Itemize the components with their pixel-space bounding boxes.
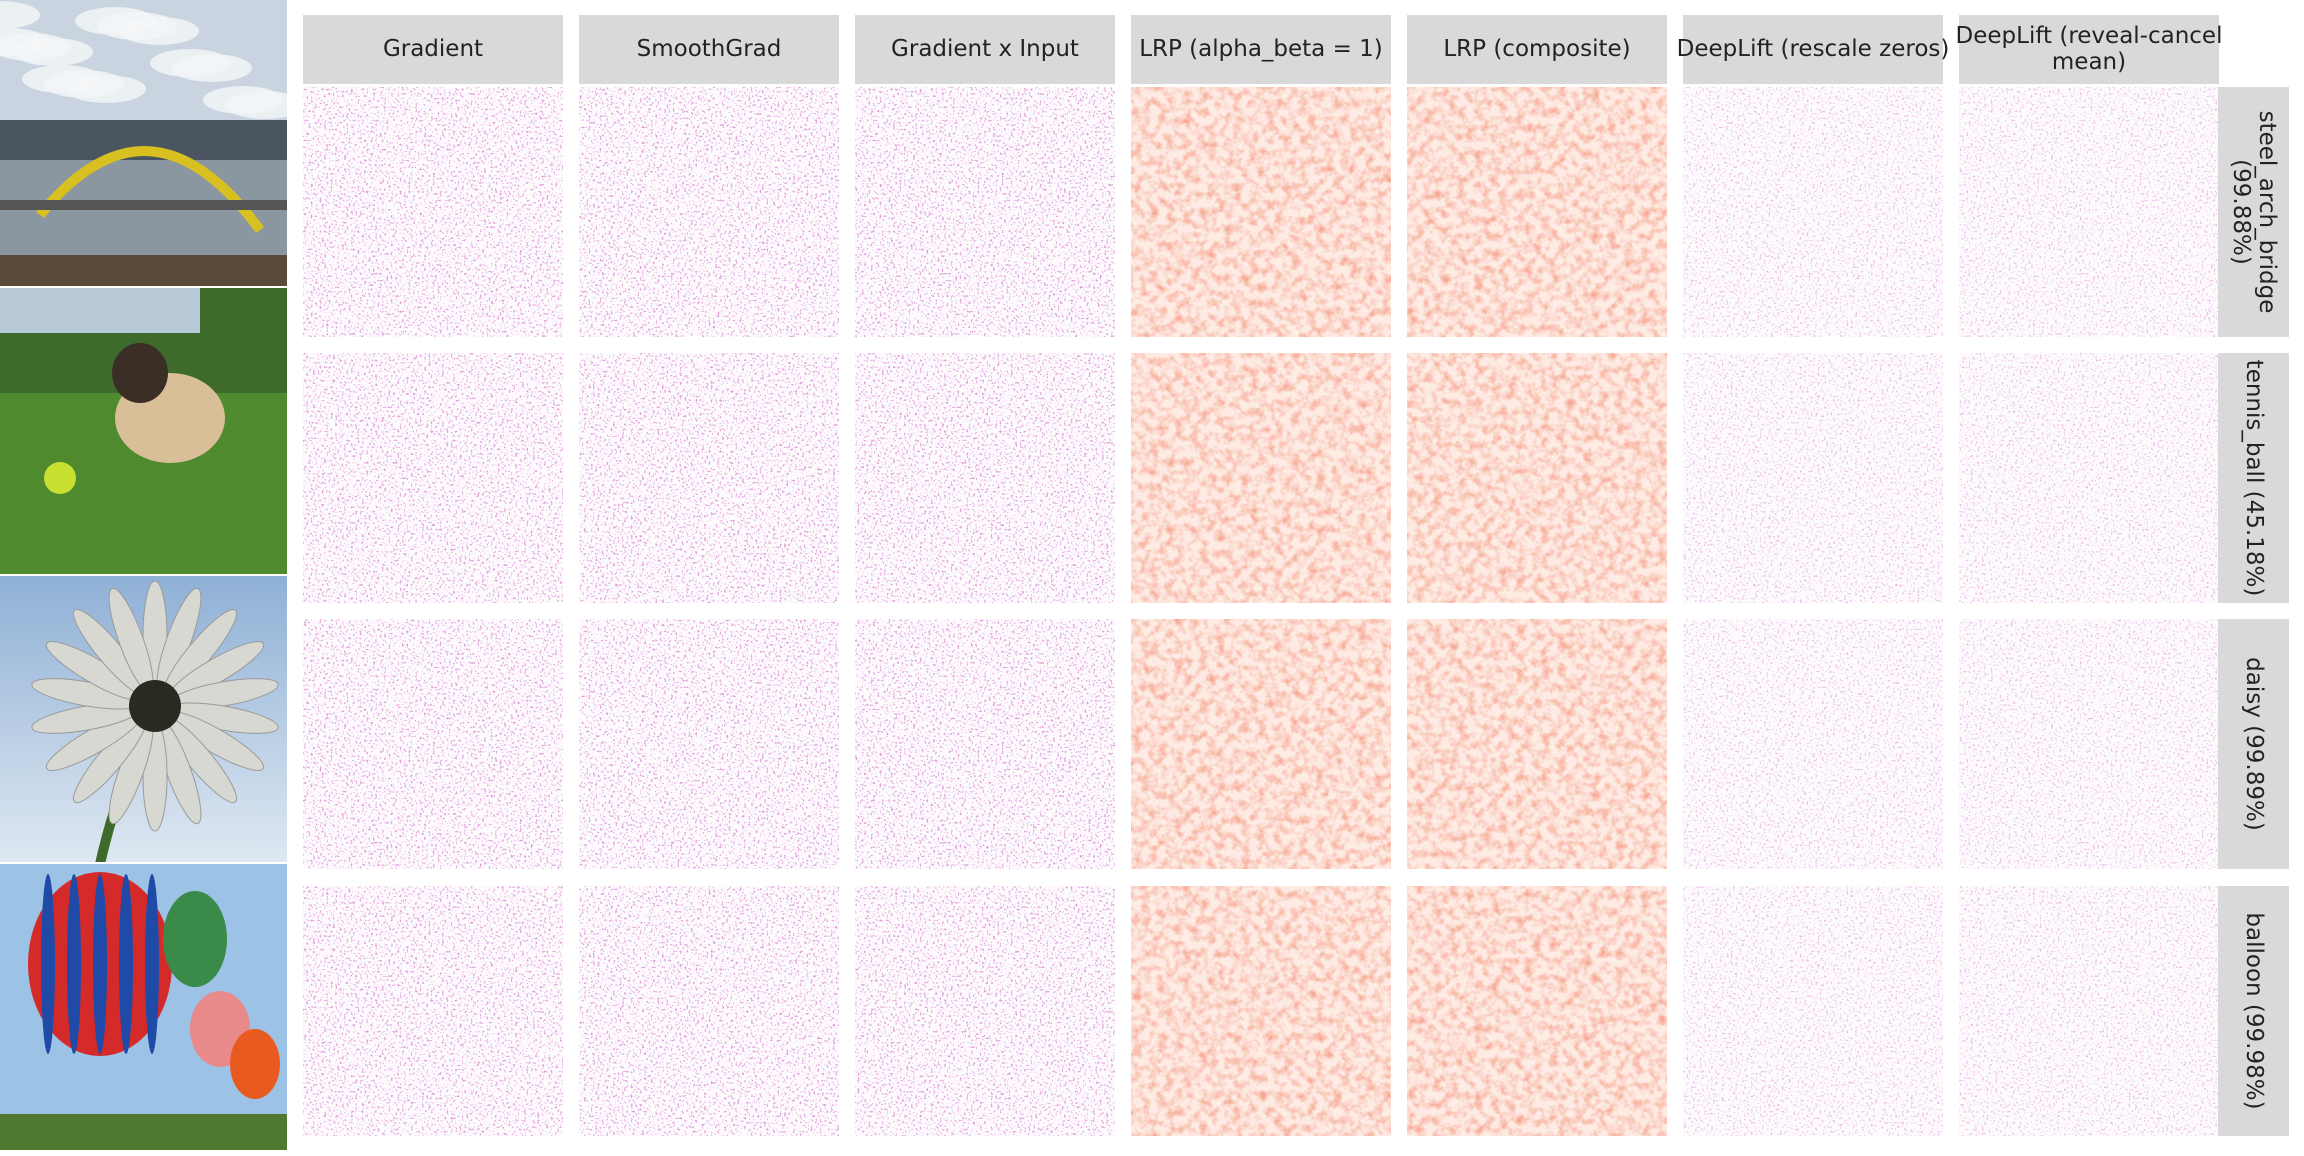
cloud bbox=[0, 1, 40, 29]
stripe bbox=[93, 874, 107, 1054]
stripe bbox=[67, 874, 81, 1054]
heatmap bbox=[1683, 353, 1943, 603]
heatmap bbox=[1959, 619, 2219, 869]
ground bbox=[0, 1114, 287, 1150]
row-label: tennis_ball (45.18%) bbox=[2241, 360, 2267, 597]
heatmap bbox=[303, 87, 563, 337]
row-label-box bbox=[2218, 87, 2289, 337]
heatmap bbox=[303, 619, 563, 869]
heatmap bbox=[1407, 353, 1667, 603]
column-header-box bbox=[579, 15, 839, 84]
heatmap bbox=[1959, 87, 2219, 337]
cloud bbox=[203, 86, 283, 114]
column-header-box bbox=[1131, 15, 1391, 84]
column-header-box bbox=[1407, 15, 1667, 84]
heatmap bbox=[579, 619, 839, 869]
heatmap bbox=[1683, 619, 1943, 869]
column-header: LRP (composite) bbox=[1443, 36, 1630, 62]
input-photo bbox=[0, 864, 287, 1150]
heatmap bbox=[303, 886, 563, 1136]
heatmap bbox=[855, 619, 1115, 869]
heatmap bbox=[1131, 353, 1391, 603]
heatmap bbox=[1407, 619, 1667, 869]
column-header: LRP (alpha_beta = 1) bbox=[1139, 36, 1383, 62]
balloon-2 bbox=[163, 891, 227, 987]
heatmap bbox=[1683, 87, 1943, 337]
row-label-box bbox=[2218, 886, 2289, 1136]
cloud bbox=[22, 65, 102, 93]
stripe bbox=[119, 874, 133, 1054]
row-label: daisy (99.89%) bbox=[2241, 657, 2267, 831]
cloud bbox=[150, 49, 230, 77]
row-label: steel_arch_bridge bbox=[2254, 111, 2280, 314]
heatmap bbox=[303, 353, 563, 603]
heatmap bbox=[855, 886, 1115, 1136]
input-photo bbox=[0, 288, 287, 574]
heatmap bbox=[1131, 87, 1391, 337]
heatmap bbox=[579, 353, 839, 603]
heatmap bbox=[1131, 619, 1391, 869]
balloon-4 bbox=[230, 1029, 280, 1099]
heatmap bbox=[1959, 353, 2219, 603]
row-label-box bbox=[2218, 619, 2289, 869]
row-label-box bbox=[2218, 353, 2289, 603]
heatmap bbox=[1959, 886, 2219, 1136]
column-header-box bbox=[855, 15, 1115, 84]
stripe bbox=[145, 874, 159, 1054]
heatmap bbox=[1407, 886, 1667, 1136]
dog-head bbox=[112, 343, 168, 403]
heatmap bbox=[855, 353, 1115, 603]
heatmap bbox=[579, 87, 839, 337]
column-header: DeepLift (rescale zeros) bbox=[1677, 36, 1950, 62]
heatmap bbox=[1131, 886, 1391, 1136]
column-header: Gradient x Input bbox=[891, 36, 1079, 62]
shore bbox=[0, 255, 287, 286]
arch bbox=[36, 146, 265, 233]
column-header: SmoothGrad bbox=[637, 36, 782, 62]
input-photo bbox=[0, 0, 287, 286]
stripe bbox=[41, 874, 55, 1054]
heatmap bbox=[1407, 87, 1667, 337]
column-header-box bbox=[1959, 15, 2219, 84]
heatmap bbox=[579, 886, 839, 1136]
column-header: Gradient bbox=[383, 36, 483, 62]
row-label: (99.88%) bbox=[2228, 159, 2254, 265]
column-header: mean) bbox=[2052, 49, 2126, 75]
cloud bbox=[0, 28, 49, 56]
deck bbox=[0, 200, 287, 210]
cloud bbox=[75, 7, 155, 35]
input-photo bbox=[0, 576, 287, 862]
ball bbox=[44, 462, 76, 494]
column-header-box bbox=[1683, 15, 1943, 84]
sky-patch bbox=[0, 288, 200, 333]
center bbox=[129, 680, 181, 732]
heatmap bbox=[855, 87, 1115, 337]
column-header: DeepLift (reveal-cancel bbox=[1956, 23, 2223, 49]
column-header-box bbox=[303, 15, 563, 84]
heatmap bbox=[1683, 886, 1943, 1136]
row-label: balloon (99.98%) bbox=[2241, 912, 2267, 1109]
